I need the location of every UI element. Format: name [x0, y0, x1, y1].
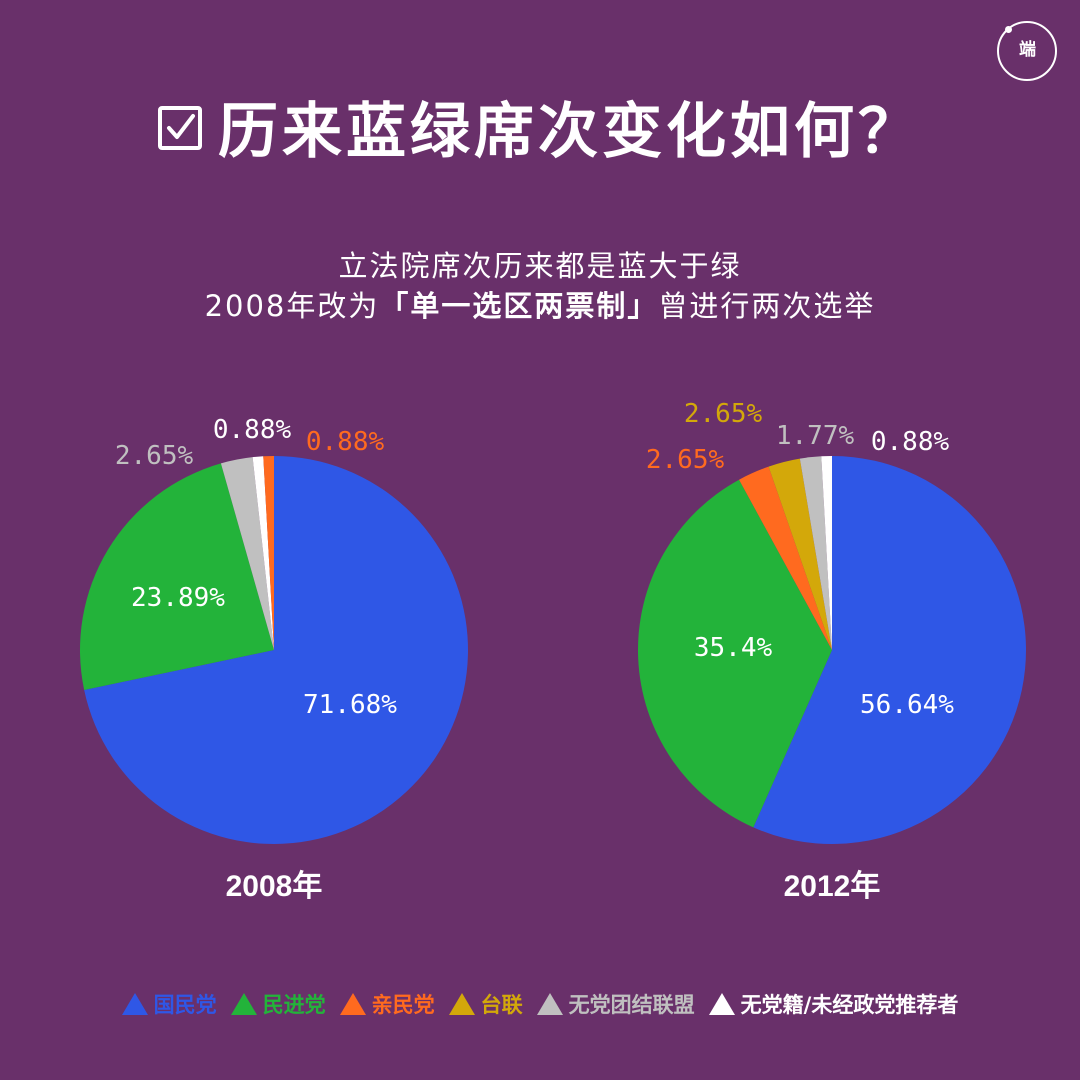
- pie-slice: [768, 458, 832, 650]
- legend-item: 民进党: [230, 989, 326, 1019]
- data-label: 23.89%: [131, 583, 225, 613]
- legend-item: 无党团结联盟: [536, 989, 695, 1019]
- data-label: 71.68%: [303, 690, 397, 720]
- subtitle-line-2-prefix: 2008年改为: [204, 289, 380, 323]
- data-label: 2.65%: [115, 441, 194, 471]
- logo: 端: [997, 21, 1057, 81]
- page-title: 历来蓝绿席次变化如何？: [218, 96, 922, 167]
- legend-label: 国民党: [153, 993, 217, 1017]
- title-row: 历来蓝绿席次变化如何？: [0, 88, 1080, 167]
- pie-slice: [799, 456, 832, 650]
- logo-dot: [1005, 26, 1012, 33]
- pie-slice: [821, 456, 832, 650]
- triangle-icon: [121, 993, 148, 1015]
- subtitle-line-2-bold: 「单一选区两票制」: [379, 289, 659, 323]
- pie-slice: [637, 479, 832, 828]
- subtitle: 立法院席次历来都是蓝大于绿 2008年改为「单一选区两票制」曾进行两次选举: [0, 246, 1080, 326]
- data-label: 35.4%: [694, 633, 773, 663]
- legend-label: 无党团结联盟: [568, 993, 695, 1017]
- chart-title: 2012年: [784, 870, 881, 903]
- pie-slice: [252, 456, 274, 650]
- subtitle-line-1: 立法院席次历来都是蓝大于绿: [338, 249, 742, 283]
- checkbox-icon: [158, 106, 202, 150]
- logo-text: 端: [1019, 40, 1036, 60]
- pie-slice: [84, 456, 468, 844]
- legend-label: 台联: [480, 993, 523, 1017]
- triangle-icon: [536, 993, 563, 1015]
- data-label: 2.65%: [684, 399, 763, 429]
- triangle-icon: [230, 993, 257, 1015]
- chart-title: 2008年: [226, 870, 323, 903]
- data-label: 56.64%: [860, 690, 954, 720]
- data-label: 0.88%: [871, 427, 950, 457]
- subtitle-line-2: 2008年改为「单一选区两票制」曾进行两次选举: [0, 286, 1080, 326]
- subtitle-line-2-suffix: 曾进行两次选举: [658, 289, 876, 323]
- data-label: 0.88%: [306, 427, 385, 457]
- triangle-icon: [448, 993, 475, 1015]
- legend-label: 亲民党: [371, 993, 435, 1017]
- triangle-icon: [339, 993, 366, 1015]
- pie-slice: [80, 463, 274, 691]
- pie-slice: [753, 456, 1026, 844]
- data-label: 1.77%: [776, 421, 855, 451]
- pie-slice: [220, 457, 274, 650]
- triangle-icon: [708, 993, 735, 1015]
- legend-label: 民进党: [262, 993, 326, 1017]
- pie-slice: [263, 456, 274, 650]
- legend-label: 无党籍/未经政党推荐者: [740, 993, 959, 1017]
- pie-slice: [739, 466, 832, 650]
- legend-item: 台联: [448, 989, 523, 1019]
- legend: 国民党 民进党 亲民党 台联 无党团结联盟 无党籍/未经政党推荐者: [0, 986, 1080, 1022]
- legend-item: 无党籍/未经政党推荐者: [708, 989, 959, 1019]
- legend-item: 国民党: [121, 989, 217, 1019]
- data-label: 2.65%: [646, 445, 725, 475]
- legend-item: 亲民党: [339, 989, 435, 1019]
- data-label: 0.88%: [213, 415, 292, 445]
